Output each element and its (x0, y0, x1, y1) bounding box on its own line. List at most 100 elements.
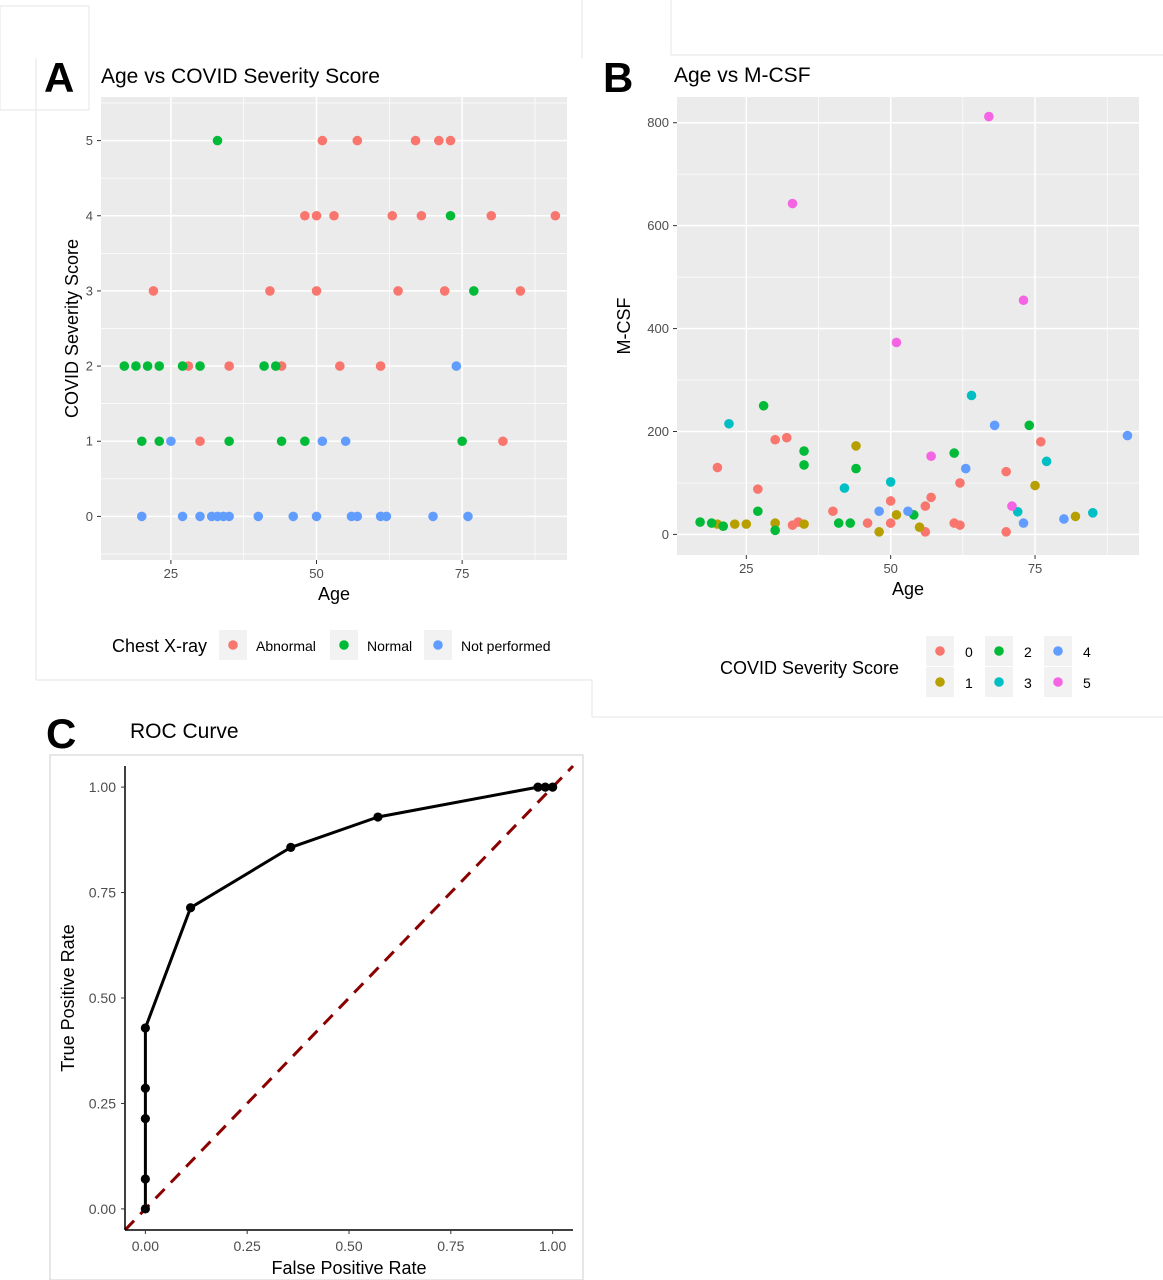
chart-a-point (463, 511, 473, 522)
chart-b-point (1059, 514, 1069, 524)
chart-a-point (300, 210, 310, 221)
chart-a-legend-label: Abnormal (256, 638, 316, 654)
chart-b-point (787, 198, 798, 209)
chart-c: ROC Curve 0.00 0.25 0.50 0.75 1.00 0.00 0.25 0.5… (58, 720, 575, 1278)
chart-b-point (1041, 456, 1052, 467)
chart-a-legend-marker (228, 640, 238, 650)
chart-b-ylabel: M-CSF (614, 298, 634, 355)
chart-b-legend-label: 5 (1083, 675, 1091, 691)
chart-a-xlabel: Age (318, 584, 350, 604)
chart-b-xlabel: Age (892, 579, 924, 599)
chart-a-point (311, 210, 322, 221)
chart-a-point (270, 361, 281, 371)
chart-b-legend-title: COVID Severity Score (720, 658, 899, 678)
chart-c-point (373, 812, 383, 822)
chart-b-point (1036, 436, 1046, 447)
chart-a-point (311, 286, 322, 296)
chart-a-point (224, 511, 234, 522)
chart-a-point (329, 210, 339, 221)
chart-b-legend-label: 2 (1024, 644, 1032, 660)
chart-a-legend-label: Not performed (461, 638, 550, 654)
chart-a-point (445, 210, 456, 221)
chart-b-point (828, 506, 838, 517)
chart-b-point (949, 448, 959, 458)
chart-a-title: Age vs COVID Severity Score (101, 65, 380, 88)
chart-b-point (1024, 420, 1035, 431)
chart-a: 25 50 75 0 1 2 3 4 5 Age vs COVID Severity Score A… (62, 65, 567, 660)
chart-a-point (340, 436, 351, 447)
chart-b-point (770, 518, 780, 528)
chart-b-point (729, 519, 740, 529)
chart-b-legend-marker (994, 646, 1004, 656)
chart-a-point (317, 436, 328, 447)
chart-a-point (224, 436, 234, 447)
chart-a-point (393, 286, 403, 296)
chart-a-point (352, 511, 363, 522)
chart-b-point (1088, 508, 1098, 518)
chart-b-point (960, 463, 971, 474)
chart-b-point (966, 390, 977, 401)
chart-b-point (989, 420, 1000, 431)
chart-b-point (833, 518, 844, 528)
chart-b-point (1007, 501, 1017, 511)
chart-a-point (154, 361, 165, 371)
chart-b-point (753, 506, 763, 517)
chart-b-ytick-label: 200 (647, 424, 669, 439)
chart-b-plot-background (677, 97, 1139, 555)
chart-a-ytick-label: 3 (86, 283, 93, 298)
chart-b-point (903, 506, 913, 517)
chart-b-point (885, 477, 896, 487)
chart-b-xtick-label: 75 (1028, 561, 1042, 576)
chart-a-point (288, 511, 299, 522)
chart-c-title: ROC Curve (130, 720, 239, 743)
chart-c-point (548, 782, 558, 792)
chart-b-point (758, 400, 769, 411)
chart-b-point (839, 483, 850, 493)
chart-c-point (185, 903, 196, 913)
chart-a-point (451, 361, 462, 371)
chart-b-point (920, 501, 931, 511)
chart-c-point (140, 1174, 150, 1184)
panel-c-letter: C (46, 710, 76, 757)
chart-b-ytick-label: 600 (647, 218, 669, 233)
chart-c-ytick-label: 0.25 (89, 1095, 116, 1111)
chart-b-xtick-label: 25 (739, 561, 753, 576)
chart-c-xtick-label: 1.00 (539, 1238, 566, 1254)
chart-b-point (926, 492, 936, 503)
chart-b-point (712, 462, 723, 473)
chart-b-point (753, 484, 763, 494)
chart-a-point (381, 511, 392, 522)
chart-a-point (119, 361, 130, 371)
chart-a-point (498, 436, 508, 447)
chart-a-point (457, 436, 467, 447)
chart-b-title: Age vs M-CSF (674, 64, 811, 87)
chart-b-point (955, 478, 965, 488)
chart-a-point (195, 361, 205, 371)
chart-b-point (706, 518, 717, 528)
chart-b-point (1122, 430, 1133, 441)
chart-a-point (515, 286, 526, 296)
chart-a-point (434, 135, 444, 146)
chart-a-point (253, 511, 264, 522)
chart-c-ylabel: True Positive Rate (58, 924, 78, 1071)
chart-a-point (136, 436, 147, 447)
chart-c-point (140, 1083, 150, 1093)
chart-a-legend-marker (339, 640, 349, 650)
chart-a-point (166, 436, 176, 447)
chart-b-legend-marker (935, 646, 945, 656)
chart-c-ytick-label: 0.75 (89, 885, 116, 901)
chart-b-point (1030, 480, 1040, 491)
chart-b-point (770, 525, 780, 536)
chart-b-point (891, 337, 902, 348)
chart-b-point (874, 527, 884, 537)
chart-a-point (177, 361, 188, 371)
chart-b-point (891, 510, 902, 520)
chart-c-point (140, 1023, 150, 1033)
chart-b-point (885, 518, 896, 528)
chart-c-xtick-label: 0.25 (234, 1238, 261, 1254)
chart-c-xtick-label: 0.00 (132, 1238, 159, 1254)
chart-a-legend-label: Normal (367, 638, 412, 654)
chart-a-point (195, 511, 205, 522)
